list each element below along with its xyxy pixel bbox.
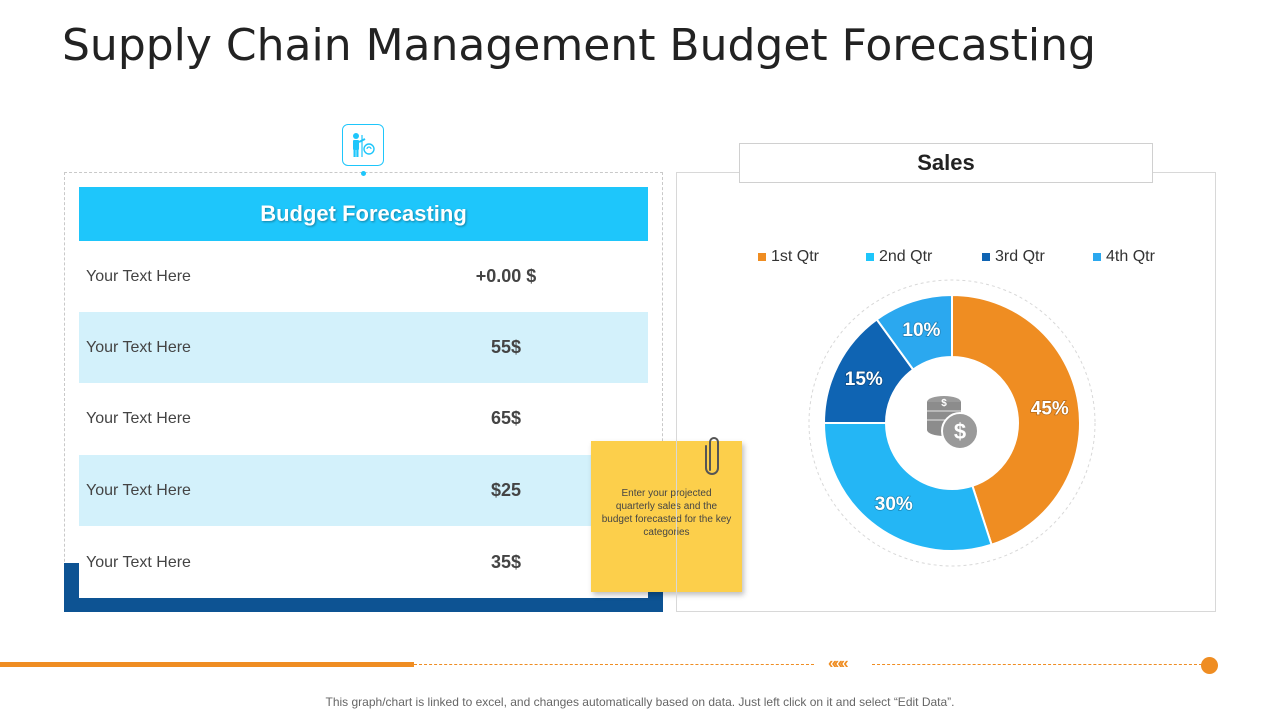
sticky-note[interactable]: Enter your projected quarterly sales and… [591, 441, 742, 592]
legend-label: 3rd Qtr [995, 248, 1045, 265]
page-title: Supply Chain Management Budget Forecasti… [62, 20, 1096, 71]
table-row[interactable]: Your Text Here 65$ [79, 383, 648, 454]
legend-swatch [1093, 253, 1101, 261]
chart-legend: 1st Qtr 2nd Qtr 3rd Qtr 4th Qtr [0, 248, 1280, 268]
table-row[interactable]: Your Text Here 35$ [79, 527, 648, 598]
budget-table: Budget Forecasting Your Text Here +0.00 … [79, 187, 648, 598]
slice-data-label: 15% [845, 369, 883, 390]
row-value: $25 [490, 480, 522, 500]
bottom-accent-line [0, 662, 414, 667]
legend-label: 1st Qtr [771, 248, 820, 265]
legend-label: 2nd Qtr [879, 248, 933, 265]
legend-item[interactable]: 4th Qtr [1093, 248, 1155, 266]
chevrons-left-icon: ««« [828, 655, 849, 672]
sales-donut-chart[interactable]: 45% 30% 15% 10% $ $ [800, 275, 1110, 575]
row-value: 65$ [490, 408, 522, 428]
table-row[interactable]: Your Text Here +0.00 $ [79, 241, 648, 312]
coins-dollar-icon: $ $ [927, 396, 979, 450]
table-row[interactable]: Your Text Here $25 [79, 455, 648, 526]
connector-dot [361, 171, 366, 176]
row-label: Your Text Here [86, 553, 191, 571]
legend-item[interactable]: 2nd Qtr [866, 248, 932, 266]
row-value: +0.00 $ [475, 266, 537, 286]
bottom-end-dot [1201, 657, 1218, 674]
row-label: Your Text Here [86, 481, 191, 499]
pie-slice-1st-qtr[interactable] [951, 293, 1081, 546]
person-presenting-icon [342, 124, 384, 166]
slice-data-label: 10% [902, 320, 940, 341]
legend-label: 4th Qtr [1106, 248, 1155, 265]
pie-slice-2nd-qtr[interactable] [822, 422, 993, 552]
row-value: 35$ [490, 552, 522, 572]
svg-text:$: $ [954, 419, 966, 444]
row-label: Your Text Here [86, 338, 191, 356]
row-label: Your Text Here [86, 409, 191, 427]
bottom-dashed-line [414, 664, 814, 665]
legend-swatch [758, 253, 766, 261]
pie-slice-4th-qtr[interactable] [875, 293, 953, 372]
chart-title: Sales [739, 143, 1153, 183]
chart-outer-ring [808, 279, 1096, 567]
bottom-dashed-line [872, 664, 1202, 665]
legend-swatch [982, 253, 990, 261]
svg-text:$: $ [941, 398, 947, 409]
slice-data-label: 30% [875, 494, 913, 515]
legend-item[interactable]: 3rd Qtr [982, 248, 1045, 266]
row-value: 55$ [490, 337, 522, 357]
slice-data-label: 45% [1031, 399, 1069, 420]
row-label: Your Text Here [86, 267, 191, 285]
sticky-note-text: Enter your projected quarterly sales and… [601, 488, 732, 538]
legend-swatch [866, 253, 874, 261]
table-row[interactable]: Your Text Here 55$ [79, 312, 648, 383]
paperclip-icon [704, 434, 724, 483]
legend-item[interactable]: 1st Qtr [758, 248, 819, 266]
footer-note: This graph/chart is linked to excel, and… [325, 695, 955, 709]
budget-table-header: Budget Forecasting [79, 187, 648, 241]
